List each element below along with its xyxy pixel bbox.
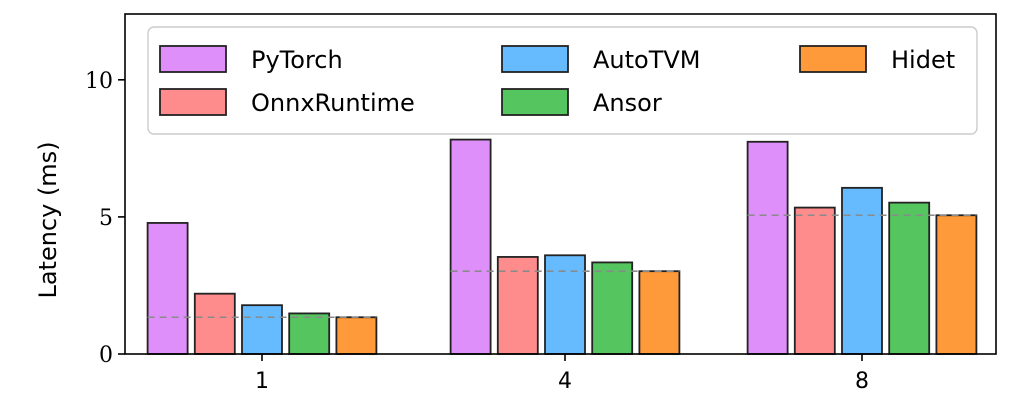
reference-lines-layer <box>147 214 977 319</box>
bar-onnxruntime-1 <box>193 292 236 355</box>
legend-label-autotvm: AutoTVM <box>593 46 701 74</box>
legend-label-hidet: Hidet <box>891 46 955 74</box>
axes-layer: 0 5 10 1 4 8 <box>85 13 997 394</box>
y-tick-label-5: 5 <box>99 206 113 231</box>
x-tick-label-8: 8 <box>855 369 869 394</box>
bar-hidet-1 <box>335 316 378 355</box>
bar-pytorch-4 <box>449 138 492 355</box>
legend-swatch-autotvm <box>501 45 569 73</box>
legend-swatch-ansor <box>501 88 569 116</box>
bar-onnxruntime-4 <box>496 256 539 355</box>
bar-pytorch-8 <box>746 140 789 355</box>
bar-pytorch-1 <box>146 222 189 355</box>
y-axis-title: Latency (ms) <box>34 141 62 298</box>
plot-frame <box>124 13 997 355</box>
legend-label-pytorch: PyTorch <box>251 46 343 74</box>
bar-autotvm-1 <box>241 304 283 355</box>
bar-onnxruntime-8 <box>793 206 836 355</box>
bar-ansor-4 <box>591 261 634 355</box>
x-tick-label-4: 4 <box>558 369 572 394</box>
bar-ansor-1 <box>288 312 331 355</box>
legend-swatch-hidet <box>799 45 867 73</box>
legend-label-ansor: Ansor <box>593 89 662 117</box>
legend-swatch-pytorch <box>159 45 227 73</box>
bars-layer <box>146 138 978 355</box>
bar-hidet-8 <box>935 214 978 355</box>
bar-ansor-8 <box>888 201 931 355</box>
bar-autotvm-4 <box>544 254 586 355</box>
legend-label-onnxruntime: OnnxRuntime <box>251 89 415 117</box>
legend: PyTorch OnnxRuntime AutoTVM Ansor Hidet <box>147 26 978 135</box>
bar-autotvm-8 <box>841 186 883 355</box>
y-tick-label-10: 10 <box>85 69 113 94</box>
legend-swatch-onnxruntime <box>159 88 227 116</box>
bar-hidet-4 <box>638 270 681 355</box>
y-tick-label-0: 0 <box>99 343 113 368</box>
x-tick-label-1: 1 <box>255 369 269 394</box>
legend-frame <box>147 26 978 135</box>
